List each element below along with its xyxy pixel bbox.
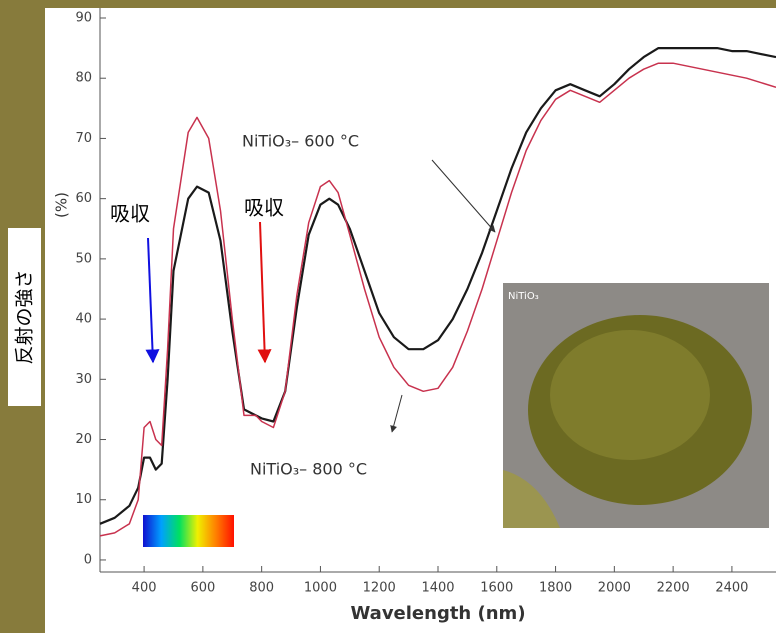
x-tick-label: 2200 [657, 581, 690, 596]
x-tick-label: 1200 [363, 581, 396, 596]
visible-spectrum [143, 515, 234, 547]
absorption-label: 吸収 [244, 196, 284, 220]
absorption-arrow [145, 237, 160, 364]
powder-spill [503, 470, 560, 528]
y-tick-label: 20 [75, 432, 92, 447]
absorption-label: 吸収 [110, 202, 150, 226]
x-axis-label: Wavelength (nm) [350, 603, 525, 624]
y-axis-label: 反射の強さ [14, 269, 36, 364]
y-tick-label: 90 [75, 11, 92, 26]
x-tick-label: 1600 [480, 581, 513, 596]
series-line [99, 47, 776, 525]
x-tick-label: 2400 [715, 581, 748, 596]
x-tick-label: 800 [249, 581, 274, 596]
x-tick-label: 600 [190, 581, 215, 596]
powder-highlight [550, 330, 710, 460]
absorption-arrow [257, 221, 272, 364]
x-tick-label: 2000 [598, 581, 631, 596]
series-line [99, 62, 776, 537]
y-tick-label: 70 [75, 131, 92, 146]
x-tick-label: 1000 [304, 581, 337, 596]
y-tick-label: 50 [75, 251, 92, 266]
y-tick-label: 60 [75, 191, 92, 206]
y-tick-label: 30 [75, 372, 92, 387]
annotation-arrow [431, 159, 496, 233]
x-tick-label: 1400 [421, 581, 454, 596]
annotation: NiTiO₃– 800 °C [250, 460, 367, 479]
y-axis-unit: (%) [53, 192, 71, 218]
annotation-arrow [390, 394, 403, 433]
x-tick-label: 400 [132, 581, 157, 596]
inset-label: NiTiO₃ [508, 291, 539, 302]
x-tick-label: 1800 [539, 581, 572, 596]
y-tick-label: 80 [75, 71, 92, 86]
y-tick-label: 0 [84, 552, 92, 567]
y-label-box [8, 228, 41, 406]
y-tick-label: 10 [75, 492, 92, 507]
y-tick-label: 40 [75, 312, 92, 327]
annotation: NiTiO₃– 600 °C [242, 132, 359, 151]
